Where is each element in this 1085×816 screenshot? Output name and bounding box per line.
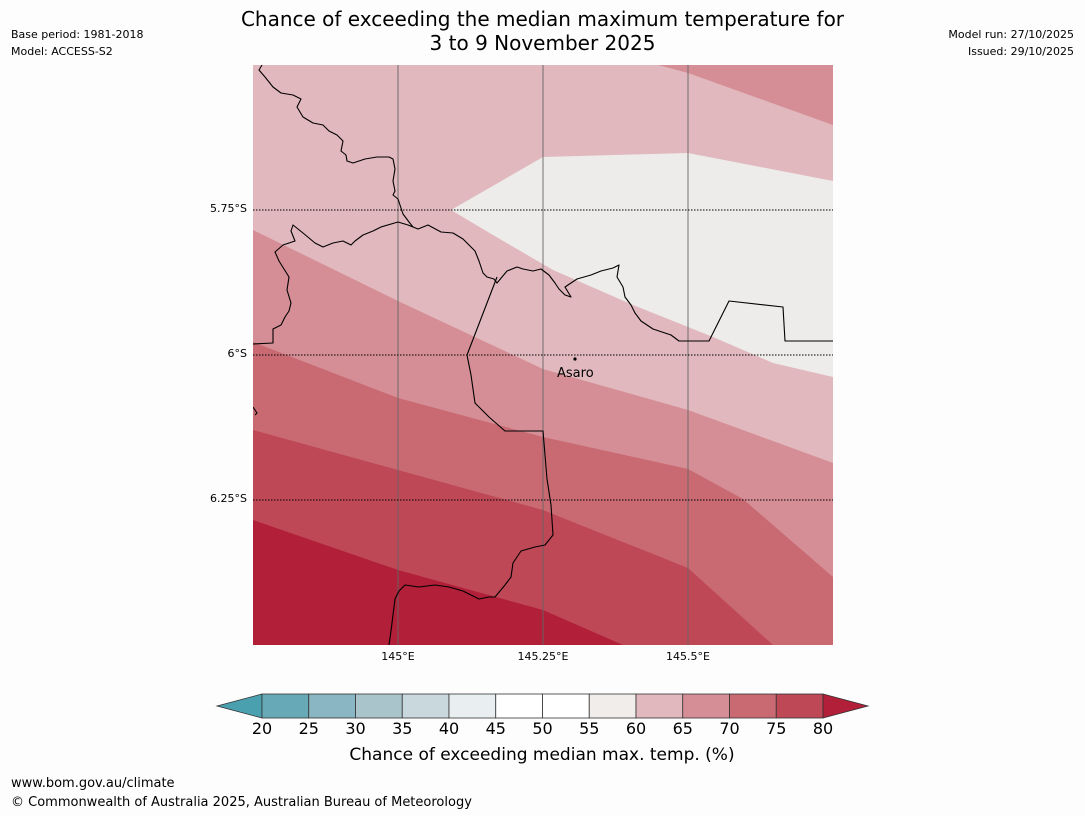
colorbar-box-11 <box>775 693 824 719</box>
colorbar-tick-55: 55 <box>579 719 600 738</box>
colorbar-box-10 <box>729 693 777 719</box>
colorbar-title: Chance of exceeding median max. temp. (%… <box>349 745 735 765</box>
colorbar-tick-30: 30 <box>345 719 366 738</box>
colorbar-box-5 <box>495 693 543 719</box>
colorbar-tick-35: 35 <box>392 719 413 738</box>
base-period-text: Base period: 1981-2018 <box>11 28 144 41</box>
model-run-text: Model run: 27/10/2025 <box>948 28 1074 41</box>
boundary-central <box>253 221 833 345</box>
colorbar-tick-65: 65 <box>672 719 693 738</box>
colorbar-box-1 <box>308 693 356 719</box>
colorbar-box-8 <box>635 693 684 719</box>
lon-label-145: 145°E <box>381 650 415 663</box>
colorbar-tick-20: 20 <box>251 719 273 738</box>
colorbar-low-arrow <box>215 693 263 719</box>
issued-text: Issued: 29/10/2025 <box>967 45 1074 58</box>
lat-label-5-75: 5.75°S <box>210 202 247 215</box>
colorbar-box-9 <box>682 693 730 719</box>
map-panel <box>253 65 833 645</box>
colorbar-tick-45: 45 <box>485 719 506 738</box>
boundary-west-edge <box>253 406 258 416</box>
colorbar-tick-80: 80 <box>812 719 834 738</box>
boundary-east-west-divide <box>388 276 554 645</box>
model-text: Model: ACCESS-S2 <box>11 45 113 58</box>
colorbar-box-4 <box>448 693 497 719</box>
boundary-north <box>258 65 414 228</box>
footer: www.bom.gov.au/climate © Commonwealth of… <box>11 774 472 812</box>
lat-label-6: 6°S <box>227 347 247 360</box>
colorbar-high-arrow <box>822 693 870 719</box>
colorbar-tick-60: 60 <box>625 719 647 738</box>
colorbar-box-3 <box>401 693 450 719</box>
map-svg <box>253 65 833 645</box>
lon-label-145-5: 145.5°E <box>666 650 710 663</box>
colorbar-box-7 <box>588 693 637 719</box>
colorbar-box-2 <box>355 693 403 719</box>
zone-65-70-top-right <box>658 65 833 125</box>
lon-label-145-25: 145.25°E <box>517 650 569 663</box>
colorbar-tick-70: 70 <box>719 719 740 738</box>
zone-80-plus <box>253 520 623 645</box>
footer-copyright: © Commonwealth of Australia 2025, Austra… <box>11 795 472 810</box>
meta-right: Model run: 27/10/2025 Issued: 29/10/2025 <box>948 26 1074 60</box>
colorbar-tick-75: 75 <box>766 719 787 738</box>
title-line-1: Chance of exceeding the median maximum t… <box>240 7 845 31</box>
colorbar-box-0 <box>261 693 310 719</box>
title-line-2: 3 to 9 November 2025 <box>429 31 656 55</box>
lat-label-6-25: 6.25°S <box>210 492 247 505</box>
asaro-marker <box>573 357 577 361</box>
colorbar-boxes <box>261 693 824 719</box>
colorbar-box-6 <box>542 693 590 719</box>
footer-url: www.bom.gov.au/climate <box>11 776 175 791</box>
colorbar-tick-50: 50 <box>532 719 553 738</box>
meta-left: Base period: 1981-2018 Model: ACCESS-S2 <box>11 26 143 60</box>
colorbar-tick-40: 40 <box>438 719 460 738</box>
province-boundaries <box>253 65 833 645</box>
chart-title: Chance of exceeding the median maximum t… <box>150 7 935 55</box>
place-label-asaro: Asaro <box>557 366 594 381</box>
colorbar-tick-25: 25 <box>298 719 319 738</box>
zone-55-60 <box>451 153 833 377</box>
